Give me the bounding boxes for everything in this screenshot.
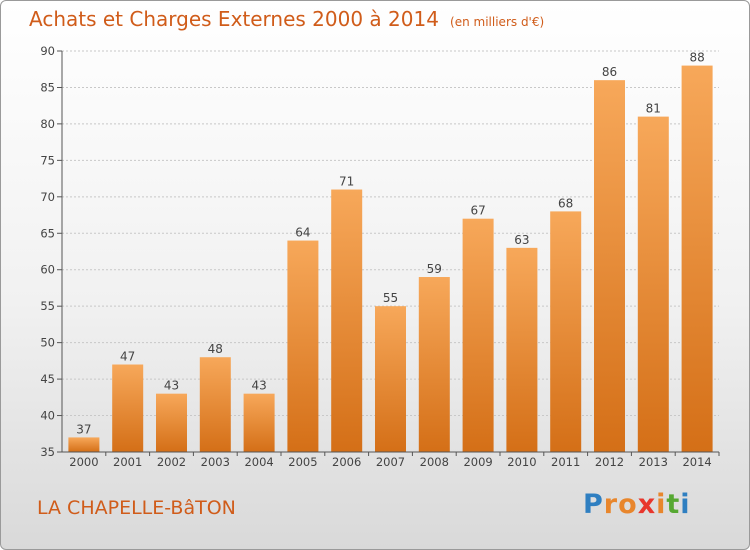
chart-title-main: Achats et Charges Externes 2000 à 2014 xyxy=(29,7,439,31)
bar xyxy=(199,357,231,452)
y-tick-label: 85 xyxy=(40,80,55,94)
bar xyxy=(462,218,494,452)
x-tick-label: 2003 xyxy=(201,455,230,469)
y-tick-label: 90 xyxy=(40,44,55,58)
bar xyxy=(112,364,144,452)
x-tick-label: 2004 xyxy=(244,455,273,469)
data-label: 59 xyxy=(427,262,442,276)
data-label: 81 xyxy=(646,102,661,116)
y-tick-label: 75 xyxy=(40,153,55,167)
data-label: 86 xyxy=(602,65,617,79)
data-label: 88 xyxy=(689,51,704,65)
data-label: 43 xyxy=(251,379,266,393)
bar xyxy=(681,65,713,452)
x-tick-label: 2010 xyxy=(507,455,536,469)
x-tick-label: 2008 xyxy=(420,455,449,469)
data-label: 47 xyxy=(120,350,135,364)
bar xyxy=(637,116,669,453)
data-label: 67 xyxy=(470,204,485,218)
y-tick-label: 60 xyxy=(40,263,55,277)
logo-letter: o xyxy=(618,489,638,520)
logo-letter: i xyxy=(656,489,667,520)
bar xyxy=(331,189,363,452)
y-tick-label: 55 xyxy=(40,299,55,313)
logo-letter: t xyxy=(666,489,681,520)
x-tick-label: 2000 xyxy=(69,455,98,469)
bar xyxy=(156,393,187,452)
chart-title-unit: (en milliers d'€) xyxy=(450,15,545,29)
x-tick-label: 2013 xyxy=(639,455,668,469)
x-tick-label: 2011 xyxy=(551,455,580,469)
data-label: 64 xyxy=(295,226,310,240)
data-label: 37 xyxy=(76,422,91,436)
y-tick-label: 50 xyxy=(40,336,55,350)
y-tick-label: 65 xyxy=(40,226,55,240)
bar xyxy=(375,306,406,452)
x-tick-label: 2002 xyxy=(157,455,186,469)
data-label: 71 xyxy=(339,175,354,189)
data-label: 43 xyxy=(164,379,179,393)
chart-title: Achats et Charges Externes 2000 à 2014 (… xyxy=(29,7,544,31)
logo-letter: r xyxy=(603,489,619,520)
data-labels: 37 47 43 48 43 64 71 55 59 67 63 68 86 81 88 xyxy=(76,51,704,437)
data-label: 63 xyxy=(514,233,529,247)
bar xyxy=(594,80,625,452)
proxiti-logo: Proxiti xyxy=(583,489,691,520)
data-label: 68 xyxy=(558,196,573,210)
bar xyxy=(243,393,275,452)
y-tick-label: 40 xyxy=(40,409,55,423)
x-tick-label: 2014 xyxy=(682,455,711,469)
x-tick-label: 2005 xyxy=(288,455,317,469)
x-tick-label: 2012 xyxy=(595,455,624,469)
bar xyxy=(68,437,100,452)
logo-letter: x xyxy=(637,489,657,520)
bar xyxy=(287,240,319,452)
bar xyxy=(506,247,538,452)
y-tick-labels: 35 40 45 50 55 60 65 70 75 80 85 90 xyxy=(40,44,55,459)
x-tick-label: 2007 xyxy=(376,455,405,469)
y-tick-label: 70 xyxy=(40,190,55,204)
logo-letter: i xyxy=(680,489,691,520)
y-tick-label: 35 xyxy=(40,445,55,459)
commune-name: LA CHAPELLE-BâTON xyxy=(37,497,236,519)
bars xyxy=(68,65,713,453)
x-tick-label: 2001 xyxy=(113,455,142,469)
data-label: 48 xyxy=(208,342,223,356)
logo-letter: P xyxy=(583,489,604,520)
x-tick-labels: 2000 2001 2002 2003 2004 2005 2006 2007 2008 2009… xyxy=(69,455,711,469)
x-tick-label: 2006 xyxy=(332,455,361,469)
bar xyxy=(550,211,582,452)
x-tick-label: 2009 xyxy=(463,455,492,469)
data-label: 55 xyxy=(383,291,398,305)
y-tick-label: 80 xyxy=(40,117,55,131)
y-tick-label: 45 xyxy=(40,372,55,386)
bar xyxy=(418,277,450,452)
axes xyxy=(61,51,720,456)
